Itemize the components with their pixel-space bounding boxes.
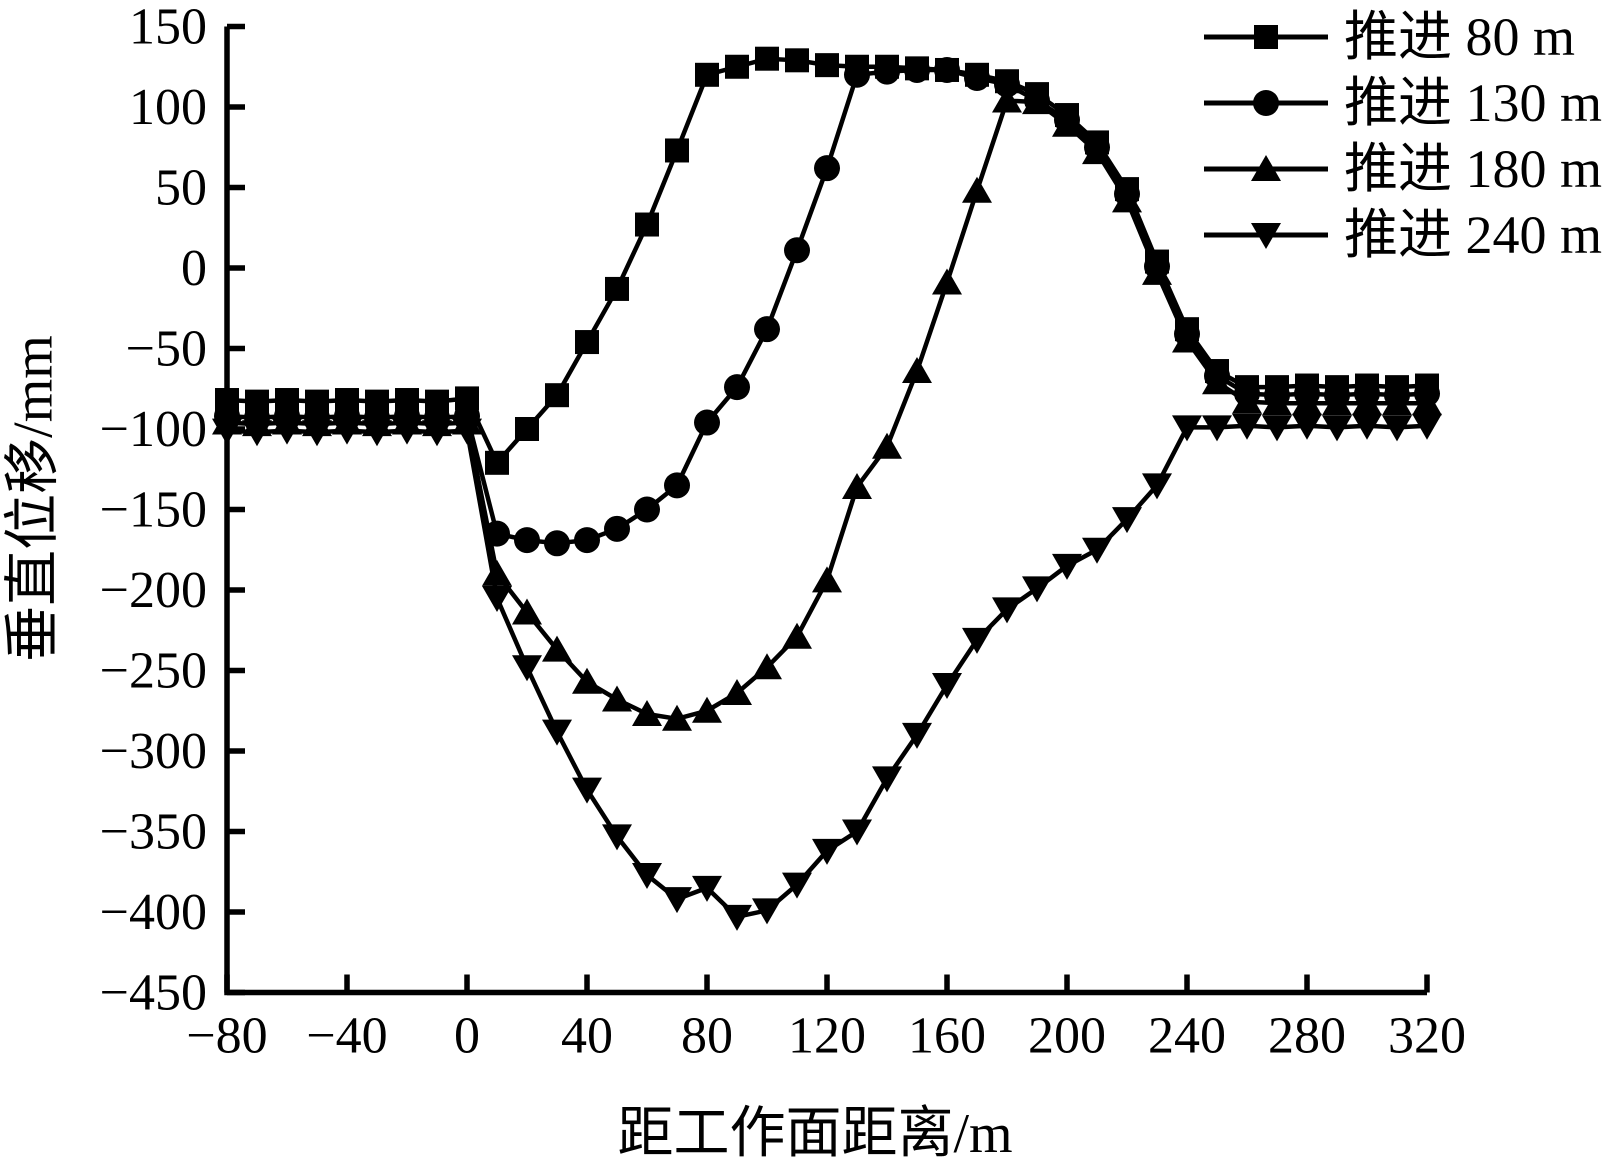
y-tick-label: −450 xyxy=(100,965,207,1022)
y-tick-label: −200 xyxy=(100,562,207,619)
legend-label: 推进 130 m xyxy=(1343,73,1602,133)
legend-marker-circle-icon xyxy=(1203,90,1328,116)
x-tick-label: −80 xyxy=(186,1008,267,1065)
y-tick-label: −50 xyxy=(126,321,207,378)
y-tick-label: −100 xyxy=(100,401,207,458)
y-tick-label: 100 xyxy=(129,79,207,136)
legend-item-advance-180m: 推进 180 m xyxy=(1202,136,1602,202)
y-tick-label: −300 xyxy=(100,723,207,780)
legend-item-advance-130m: 推进 130 m xyxy=(1202,70,1602,136)
y-tick-label: 150 xyxy=(129,0,207,56)
x-tick-label: 40 xyxy=(561,1008,613,1065)
y-tick-label: 50 xyxy=(155,160,207,217)
x-tick-label: 120 xyxy=(788,1008,866,1065)
y-tick-label: −250 xyxy=(100,643,207,700)
x-tick-label: 80 xyxy=(681,1008,733,1065)
y-axis-title: 垂直位移/mm xyxy=(2,335,65,662)
legend-item-advance-80m: 推进 80 m xyxy=(1202,4,1602,70)
x-tick-label: 240 xyxy=(1148,1008,1226,1065)
x-tick-label: 320 xyxy=(1388,1008,1466,1065)
legend-label: 推进 240 m xyxy=(1343,205,1602,265)
x-axis-title-text: 距工作面距离/m xyxy=(617,1103,1013,1165)
x-tick-label: −40 xyxy=(306,1008,387,1065)
x-tick-label: 280 xyxy=(1268,1008,1346,1065)
x-tick-label: 200 xyxy=(1028,1008,1106,1065)
legend-label: 推进 180 m xyxy=(1343,139,1602,199)
legend: 推进 80 m 推进 130 m 推进 180 m 推进 240 m xyxy=(1202,4,1602,268)
y-tick-label: 0 xyxy=(181,240,207,297)
x-tick-label: 0 xyxy=(454,1008,480,1065)
legend-item-advance-240m: 推进 240 m xyxy=(1202,202,1602,268)
x-tick-label: 160 xyxy=(908,1008,986,1065)
y-tick-label: −350 xyxy=(100,804,207,861)
x-axis-title: 距工作面距离/m xyxy=(0,1088,1610,1166)
legend-marker-square-icon xyxy=(1203,25,1328,49)
legend-marker-triangle-down-icon xyxy=(1203,223,1328,249)
legend-label: 推进 80 m xyxy=(1343,7,1575,67)
y-tick-label: −400 xyxy=(100,884,207,941)
series-3 xyxy=(212,413,1442,931)
legend-marker-triangle-up-icon xyxy=(1203,155,1328,181)
y-tick-label: −150 xyxy=(100,482,207,539)
